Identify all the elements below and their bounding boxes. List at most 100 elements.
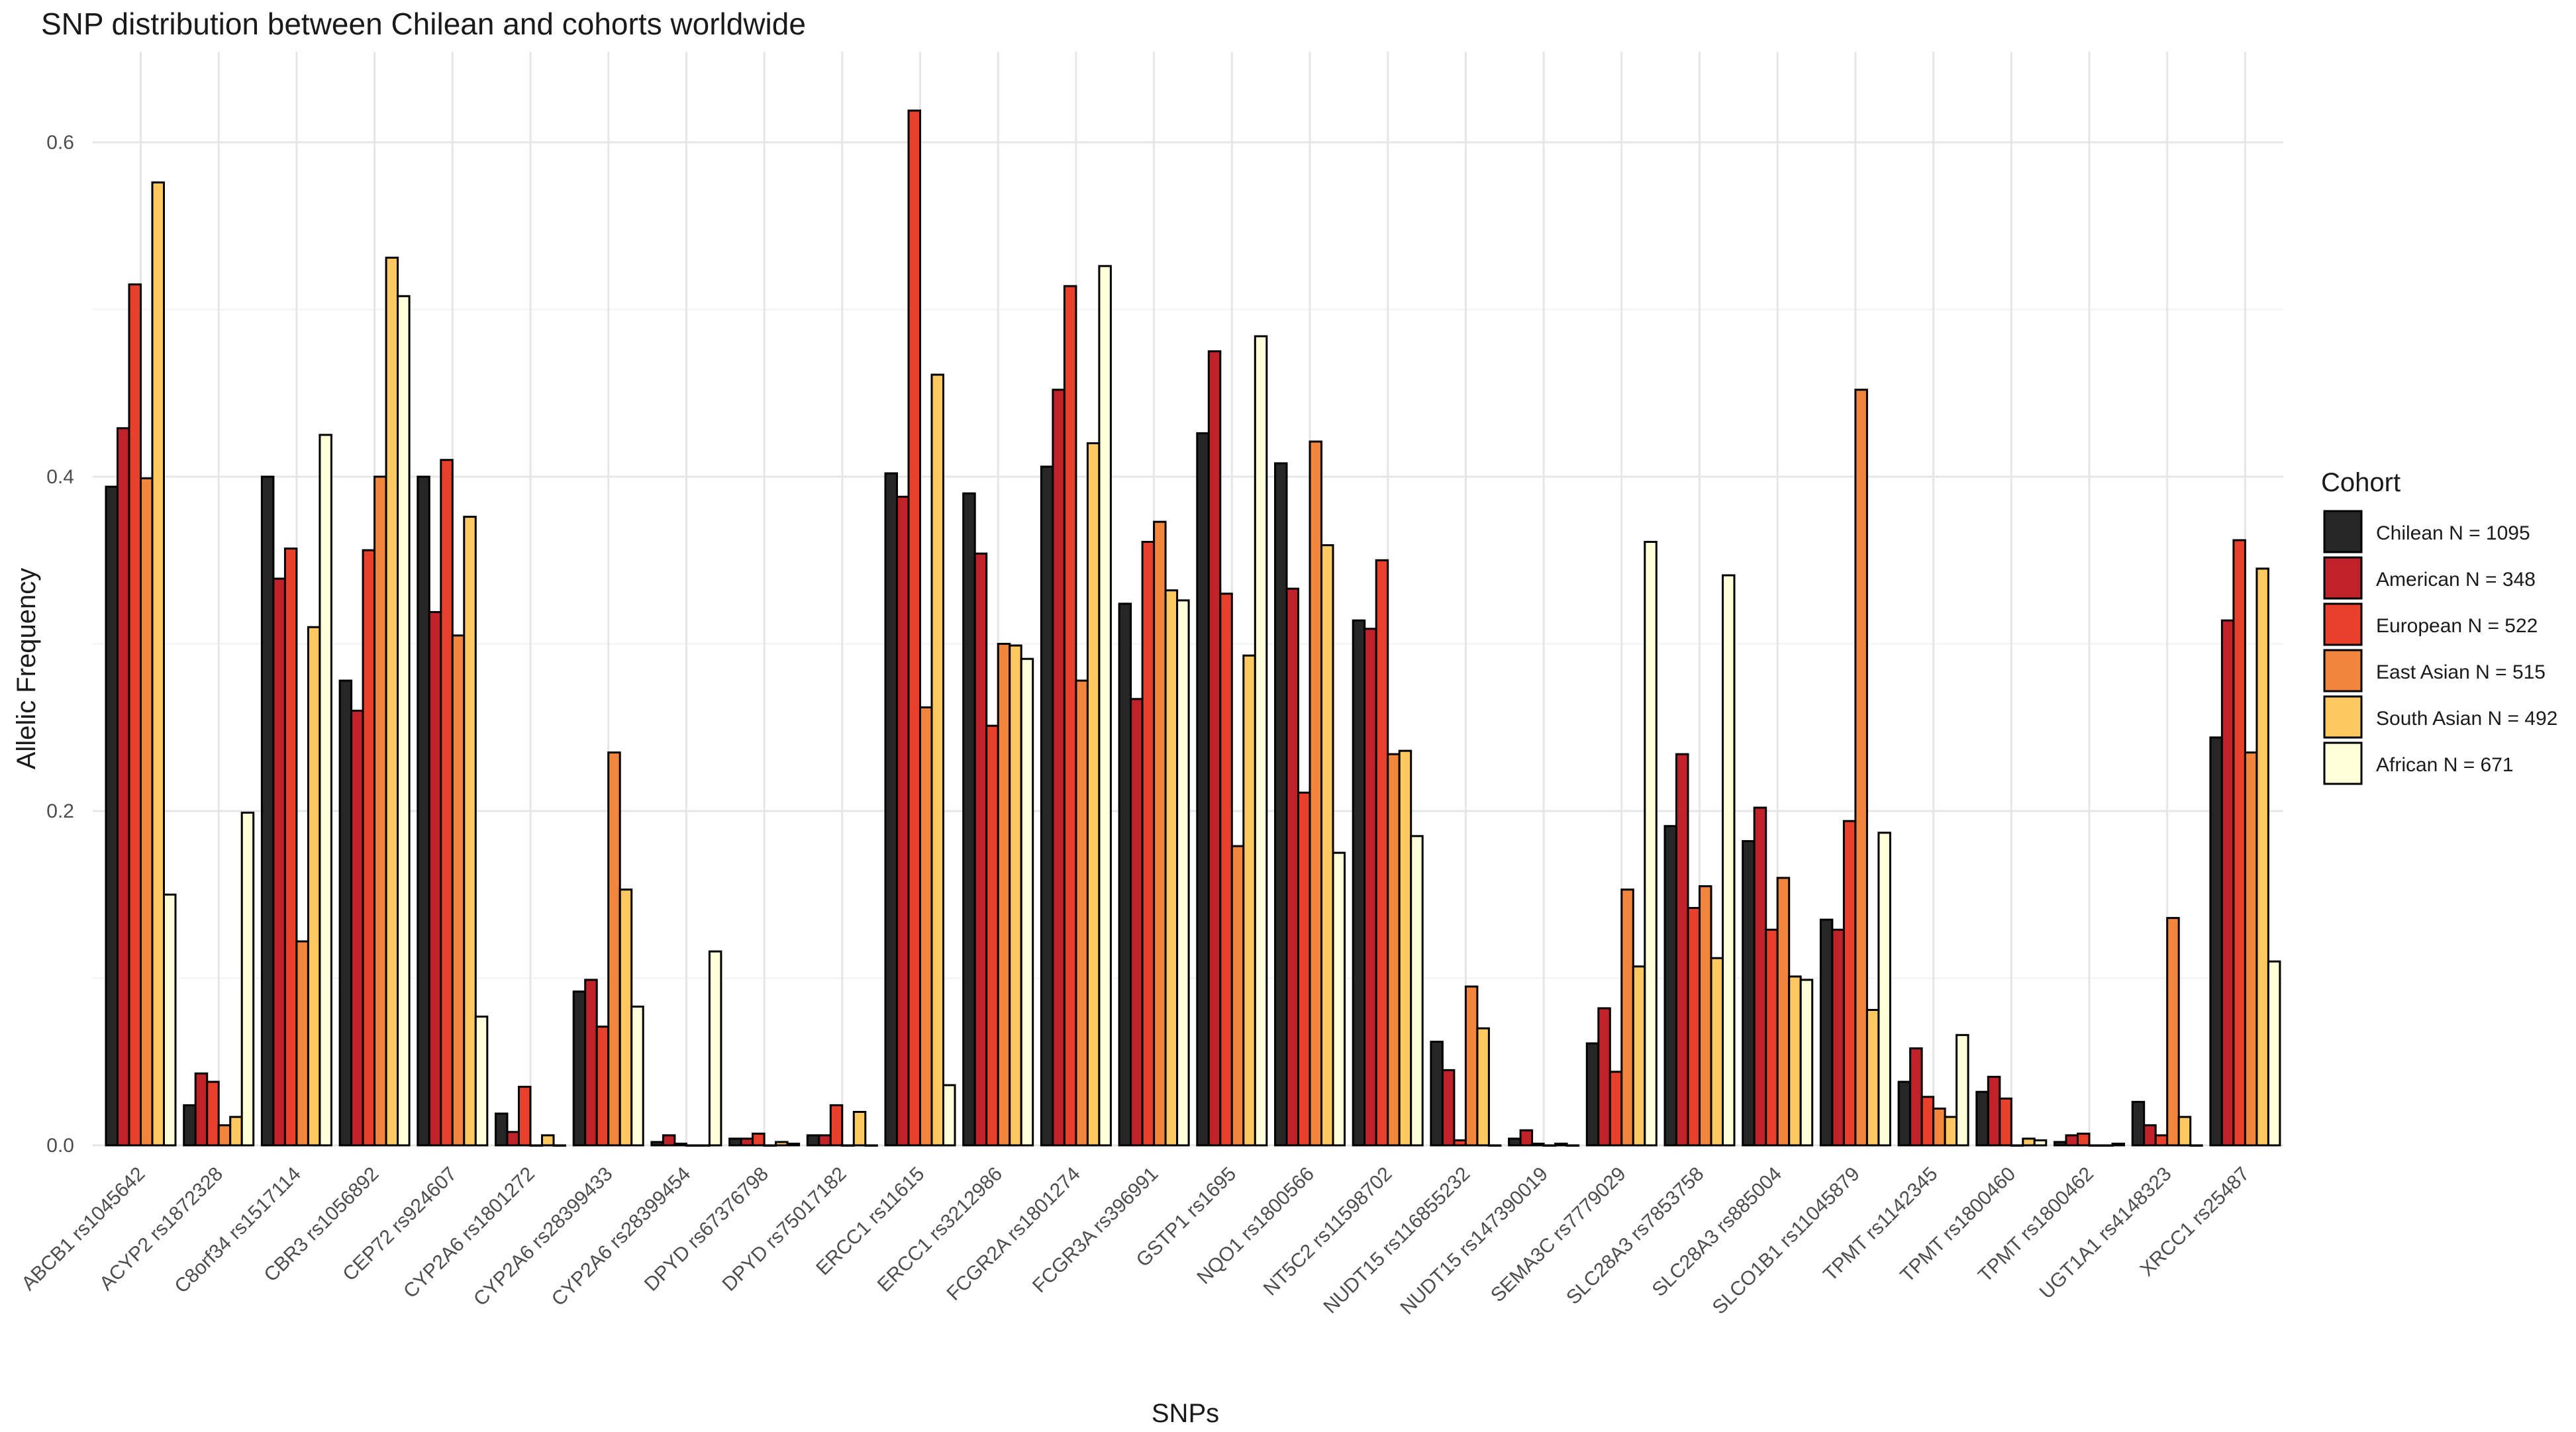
y-axis-ticks: 0.0 0.2 0.4 0.6 [46,132,74,1157]
bar-group [884,109,956,1147]
bar [1877,832,1891,1147]
y-axis-title: Allelic Frequency [12,568,41,770]
bar [1753,806,1767,1147]
bar-group [183,812,255,1147]
bar-group [1663,574,1736,1147]
bar [786,1142,801,1147]
bar [319,434,332,1147]
bar [2077,1132,2091,1147]
bar [1332,851,1346,1147]
bar [151,181,165,1147]
bar [1710,957,1724,1147]
bar-group [417,459,489,1147]
bar [1565,1144,1580,1147]
bar-group [1819,389,1891,1147]
bar [140,477,154,1147]
bar [1620,888,1634,1147]
bar [463,516,477,1147]
bar [673,1142,687,1147]
bar [1920,1096,1935,1147]
legend-label: Chilean N = 1095 [2376,522,2530,544]
bar [2111,1142,2125,1147]
bar [1944,1116,1958,1147]
bar [1819,918,1834,1147]
bar [163,893,177,1147]
bar [1141,540,1156,1147]
bar [884,472,898,1147]
bar [1531,1142,1545,1147]
bar [1788,975,1802,1147]
bar [2131,1100,2146,1147]
bar [1352,619,1366,1147]
bar [1020,657,1034,1147]
bar-group [260,434,332,1147]
bar [1254,335,1268,1147]
bar [362,549,376,1147]
bar [763,1144,777,1147]
bar [474,1016,489,1147]
bar [1542,1144,1557,1147]
bar [985,724,999,1147]
bar [1687,906,1701,1147]
legend-label: African N = 671 [2376,754,2514,776]
bar [1242,654,1256,1147]
bar [2267,960,2281,1147]
bar [1776,877,1791,1147]
bar [194,1072,209,1147]
bar [373,475,387,1147]
bar [595,1026,610,1147]
bar [1854,389,1868,1147]
bar [1309,440,1322,1147]
bar [1363,628,1377,1147]
bar [397,295,411,1147]
bar [919,706,933,1147]
bar [2209,736,2223,1147]
bar [2177,1116,2192,1147]
bar-group [962,492,1034,1147]
bar-group [495,1086,566,1147]
bar [1675,753,1689,1147]
bar [1196,432,1210,1147]
bar-group [2209,539,2281,1147]
bar [930,373,944,1147]
bar [864,1144,878,1147]
bar [260,475,275,1147]
bar [1663,825,1677,1147]
bar-group [2131,917,2203,1147]
bar [2232,539,2246,1147]
bar-group [1196,335,1268,1147]
bar [829,1104,844,1147]
bar [1098,265,1112,1147]
bar [1375,559,1389,1147]
bar [428,611,442,1147]
x-tick-label: UGT1A1 rs4148323 [2036,1163,2176,1304]
x-tick-label: NUDT15 rs147390019 [1396,1163,1552,1319]
bar-group [1975,1075,2048,1147]
bar [997,643,1011,1147]
x-axis-title: SNPs [1152,1399,1219,1428]
bar [1975,1090,1989,1147]
bar [1609,1071,1623,1147]
bar [1722,574,1736,1147]
bar-group [1585,540,1658,1147]
bar [1508,1137,1522,1147]
bar [2065,1134,2079,1147]
bar [841,1144,855,1147]
bar-group [1118,520,1190,1147]
bar [417,475,430,1147]
bar [1207,350,1222,1147]
bar [2244,751,2258,1147]
bar [1285,587,1299,1147]
bar [1987,1075,2001,1147]
bar [752,1132,766,1147]
bar [2100,1144,2114,1147]
bar [117,427,130,1147]
bar [1632,965,1646,1147]
bar [541,1134,555,1147]
bar [338,679,353,1147]
bar [2154,1134,2169,1147]
bar [806,1134,820,1147]
y-tick-label: 0.4 [46,466,74,488]
bar-group [1274,440,1346,1147]
legend-label: East Asian N = 515 [2376,661,2546,683]
